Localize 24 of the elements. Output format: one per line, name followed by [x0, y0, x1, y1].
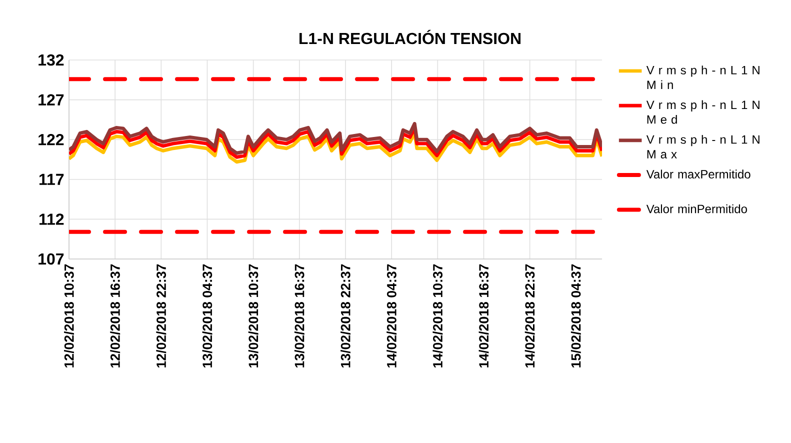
- x-tick-label: 15/02/2018 04:37: [570, 264, 581, 368]
- legend-label: V r m s p h - n L 1 N M a x: [646, 134, 760, 158]
- y-tick-label: 127: [38, 94, 64, 106]
- legend-label: Valor minPermitido: [646, 204, 747, 214]
- legend-label: V r m s p h - n L 1 N M i n: [646, 66, 760, 89]
- y-tick-label: 122: [38, 134, 64, 146]
- y-tick-label: 132: [38, 54, 64, 66]
- x-tick-label: 14/02/2018 16:37: [478, 264, 489, 368]
- x-tick-label: 12/02/2018 10:37: [64, 264, 74, 368]
- y-tick-label: 112: [39, 214, 64, 225]
- x-tick-label: 13/02/2018 16:37: [294, 264, 304, 368]
- x-tick-label: 12/02/2018 22:37: [156, 264, 166, 368]
- legend-label: V r m s p h - n L 1 N M e d: [646, 100, 760, 124]
- x-tick-label: 13/02/2018 04:37: [202, 264, 212, 368]
- x-tick-label: 14/02/2018 10:37: [432, 264, 443, 368]
- x-tick-label: 12/02/2018 16:37: [110, 264, 120, 368]
- x-tick-label: 14/02/2018 04:37: [386, 264, 397, 368]
- x-tick-label: 13/02/2018 10:37: [248, 264, 258, 368]
- y-tick-label: 107: [38, 253, 64, 265]
- chart-title: L1-N REGULACIÓN TENSION: [300, 30, 520, 44]
- x-tick-label: 13/02/2018 22:37: [340, 264, 350, 368]
- x-tick-label: 14/02/2018 22:37: [524, 264, 535, 368]
- y-tick-label: 117: [39, 174, 64, 185]
- legend-label: Valor maxPermitido: [646, 170, 750, 179]
